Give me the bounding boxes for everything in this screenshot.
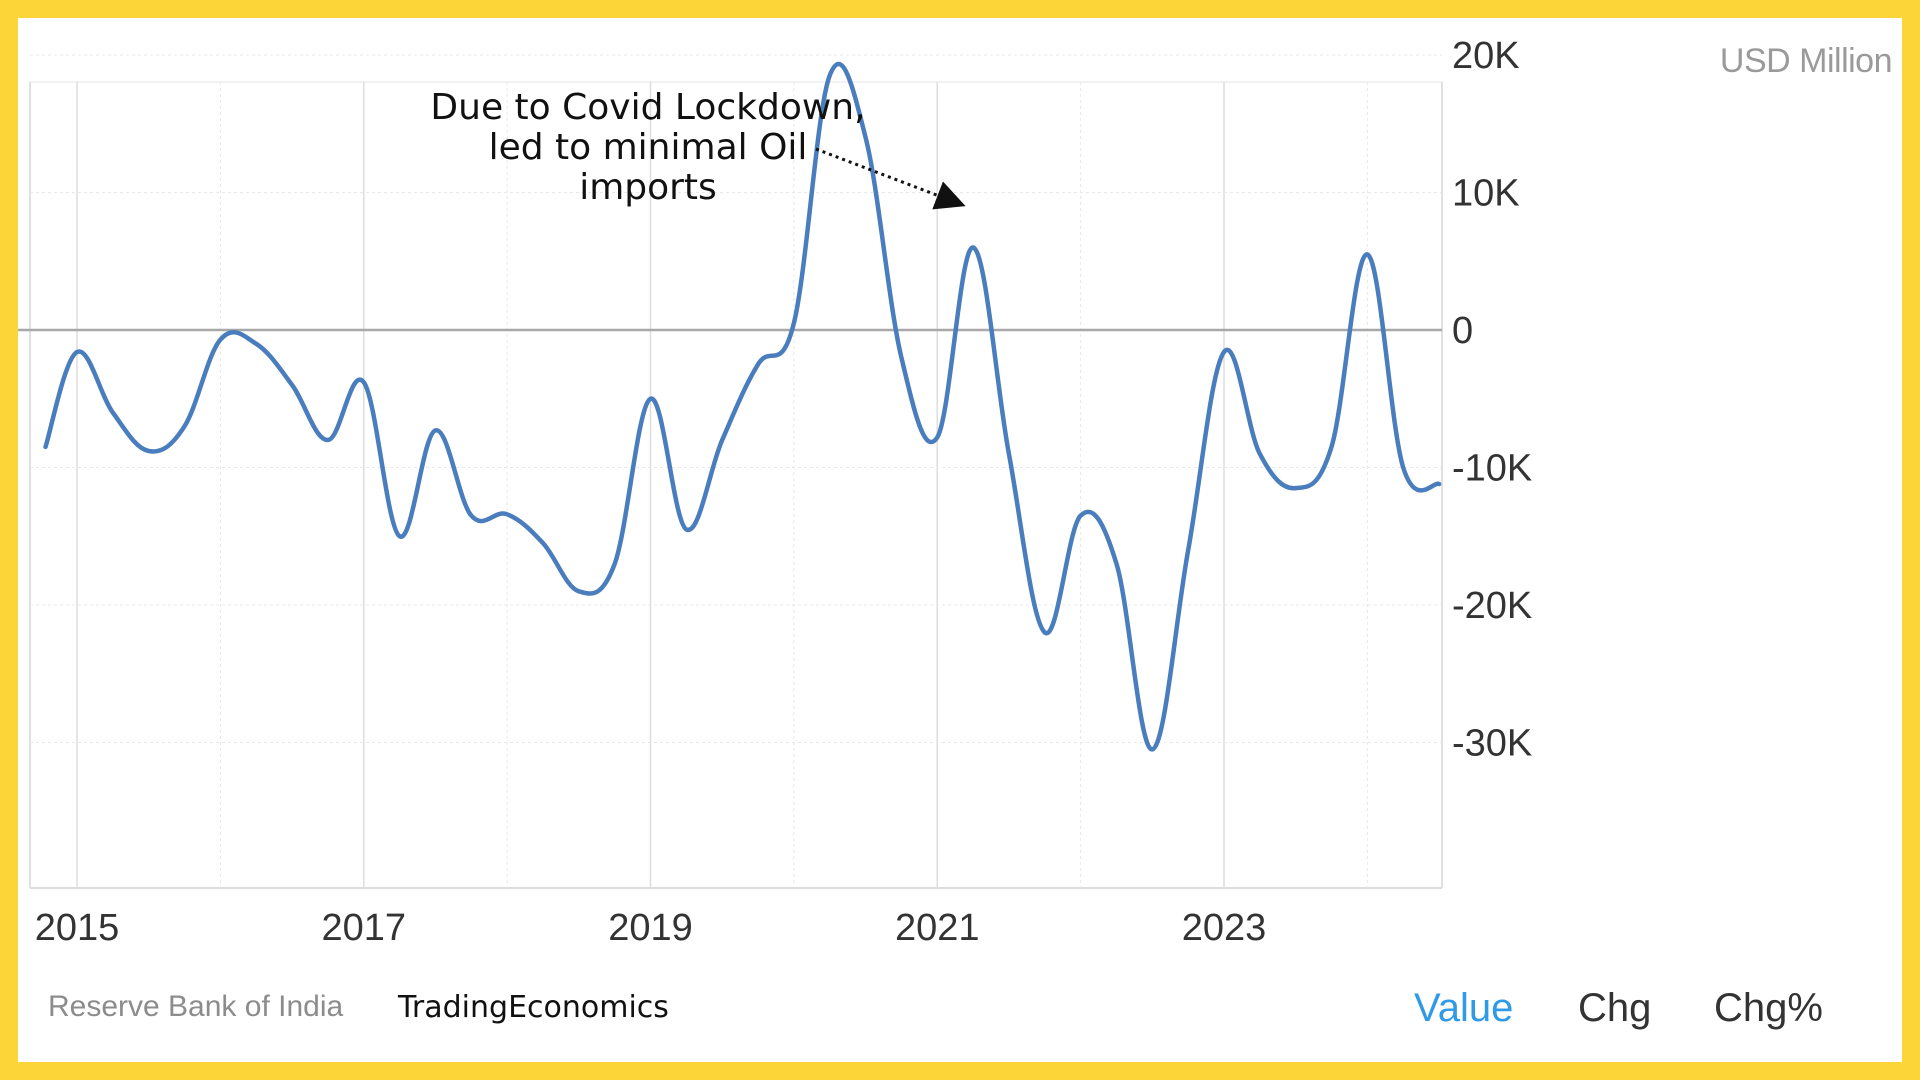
axis-layer: 2015 2017 2019 2021 2023 20K 10K 0 -10K -20K -30K	[35, 35, 1533, 949]
series-layer	[43, 61, 1442, 752]
annotation-arrow	[815, 147, 966, 210]
brand-label: TradingEconomics	[398, 990, 669, 1025]
y-tick-label: -30K	[1452, 723, 1532, 765]
x-tick-label: 2015	[35, 907, 120, 949]
unit-label: USD Million	[1719, 42, 1893, 80]
tab-value[interactable]: Value	[1414, 986, 1514, 1030]
grid-layer	[18, 54, 1443, 889]
chart-panel: 2015 2017 2019 2021 2023 20K 10K 0 -10K -20K -30K …	[18, 18, 1902, 1062]
covid-annotation: Due to Covid Lockdown, led to minimal Oi…	[430, 87, 866, 208]
source-link[interactable]: Reserve Bank of India	[48, 990, 344, 1023]
y-tick-label: -10K	[1452, 448, 1532, 490]
x-tick-label: 2023	[1182, 907, 1267, 949]
y-tick-label: 0	[1452, 310, 1473, 352]
tab-chg[interactable]: Chg	[1578, 986, 1652, 1030]
tab-chg-percent[interactable]: Chg%	[1714, 986, 1823, 1030]
line-chart: 2015 2017 2019 2021 2023 20K 10K 0 -10K -20K -30K	[18, 35, 1533, 949]
y-tick-label: -20K	[1452, 585, 1532, 627]
x-tick-label: 2017	[321, 907, 406, 949]
series-line-value	[43, 61, 1442, 752]
x-tick-label: 2021	[895, 907, 980, 949]
annotation-arrow-layer	[815, 147, 966, 210]
y-tick-label: 20K	[1452, 35, 1520, 77]
x-tick-label: 2019	[608, 907, 693, 949]
y-tick-label: 10K	[1452, 173, 1520, 215]
